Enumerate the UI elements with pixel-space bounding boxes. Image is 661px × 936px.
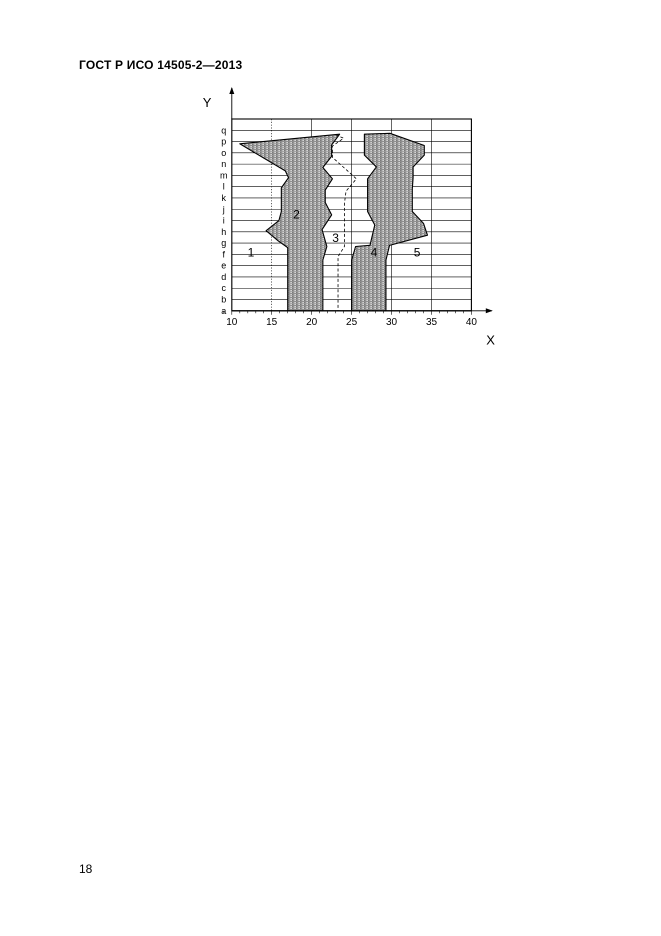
svg-text:q: q bbox=[221, 125, 226, 135]
svg-text:15: 15 bbox=[266, 317, 278, 328]
svg-text:l: l bbox=[223, 182, 225, 192]
svg-text:35: 35 bbox=[426, 317, 438, 328]
svg-text:2: 2 bbox=[293, 207, 300, 221]
svg-text:10: 10 bbox=[226, 317, 238, 328]
svg-text:Y: Y bbox=[203, 95, 212, 110]
svg-text:k: k bbox=[222, 193, 227, 203]
svg-text:c: c bbox=[222, 283, 227, 293]
svg-text:1: 1 bbox=[248, 246, 255, 260]
svg-text:e: e bbox=[221, 261, 226, 271]
svg-text:5: 5 bbox=[414, 246, 421, 260]
svg-text:m: m bbox=[220, 170, 228, 180]
svg-text:o: o bbox=[221, 148, 226, 158]
svg-text:3: 3 bbox=[332, 231, 339, 245]
svg-text:p: p bbox=[221, 137, 226, 147]
svg-text:n: n bbox=[221, 159, 226, 169]
svg-text:d: d bbox=[221, 272, 226, 282]
svg-text:X: X bbox=[486, 333, 495, 345]
svg-text:g: g bbox=[221, 238, 226, 248]
svg-text:j: j bbox=[222, 204, 225, 214]
svg-text:f: f bbox=[223, 249, 226, 259]
svg-text:b: b bbox=[221, 295, 226, 305]
svg-text:4: 4 bbox=[371, 246, 378, 260]
svg-text:40: 40 bbox=[466, 317, 478, 328]
svg-text:30: 30 bbox=[386, 317, 398, 328]
svg-text:i: i bbox=[223, 216, 225, 226]
svg-text:h: h bbox=[221, 227, 226, 237]
svg-text:25: 25 bbox=[346, 317, 358, 328]
svg-text:20: 20 bbox=[306, 317, 318, 328]
svg-text:a: a bbox=[221, 306, 226, 316]
